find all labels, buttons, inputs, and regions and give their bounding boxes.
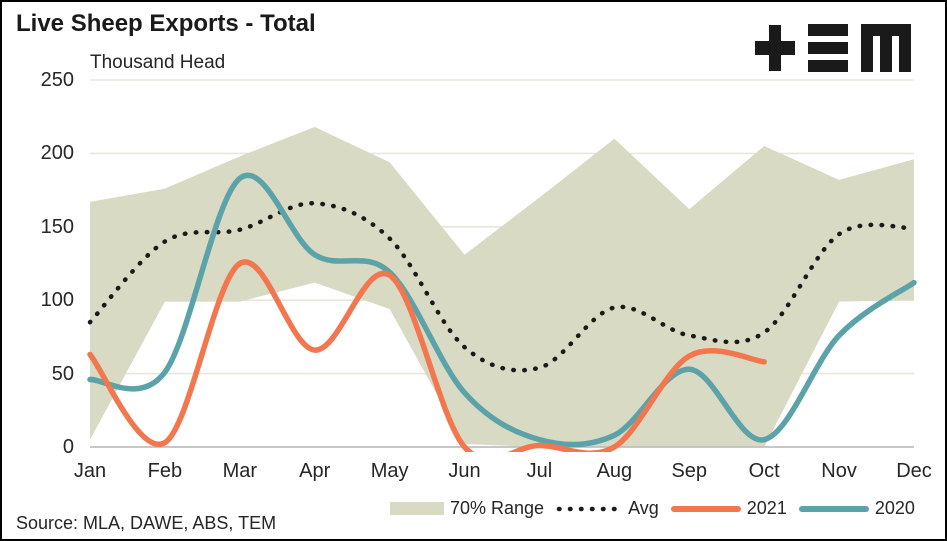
series-line-avg [87,201,917,373]
x-tick-label: Feb [147,460,183,482]
legend-label-2021: 2021 [746,498,787,518]
range-band [90,126,914,447]
chart-legend: 70% Range Avg 2021 2020 [390,498,915,519]
x-tick-label: Apr [299,460,331,482]
line-2020-sample [798,505,869,512]
legend-item-avg: Avg [556,498,659,519]
legend-label-2020: 2020 [874,498,915,518]
legend-item-range: 70% Range [390,498,544,519]
y-tick-label: 100 [40,289,74,312]
logo-plus-glyph [755,24,795,72]
x-tick-label: Mar [222,460,258,482]
y-axis-units-label: Thousand Head [90,52,226,73]
legend-label-range: 70% Range [450,498,545,518]
tem-logo [755,24,911,74]
y-tick-label: 250 [40,69,74,91]
legend-item-2021: 2021 [670,498,787,519]
y-tick-label: 150 [40,215,74,238]
line-2021-sample [670,505,741,512]
x-tick-label: Jul [526,460,553,482]
logo-m-glyph [861,24,911,72]
x-tick-label: Oct [748,460,780,482]
logo-e-glyph [808,24,848,72]
series-line-2020 [87,172,917,448]
series-line-2021 [87,259,767,452]
range-band-swatch [390,502,444,515]
x-tick-label: May [370,460,409,482]
x-tick-label: Dec [896,460,932,482]
legend-item-2020: 2020 [798,498,915,519]
chart-title: Live Sheep Exports - Total [16,10,316,37]
x-tick-label: Jan [73,460,107,482]
y-tick-label: 200 [40,142,74,165]
avg-dotted-sample [556,506,622,511]
y-tick-label: 0 [62,436,74,458]
legend-label-avg: Avg [628,498,659,518]
x-tick-label: Aug [596,460,633,482]
source-note: Source: MLA, DAWE, ABS, TEM [16,513,277,533]
x-tick-label: Sep [671,460,708,482]
y-tick-label: 50 [51,362,74,385]
x-tick-label: Jun [448,460,481,482]
x-tick-label: Nov [821,460,857,482]
